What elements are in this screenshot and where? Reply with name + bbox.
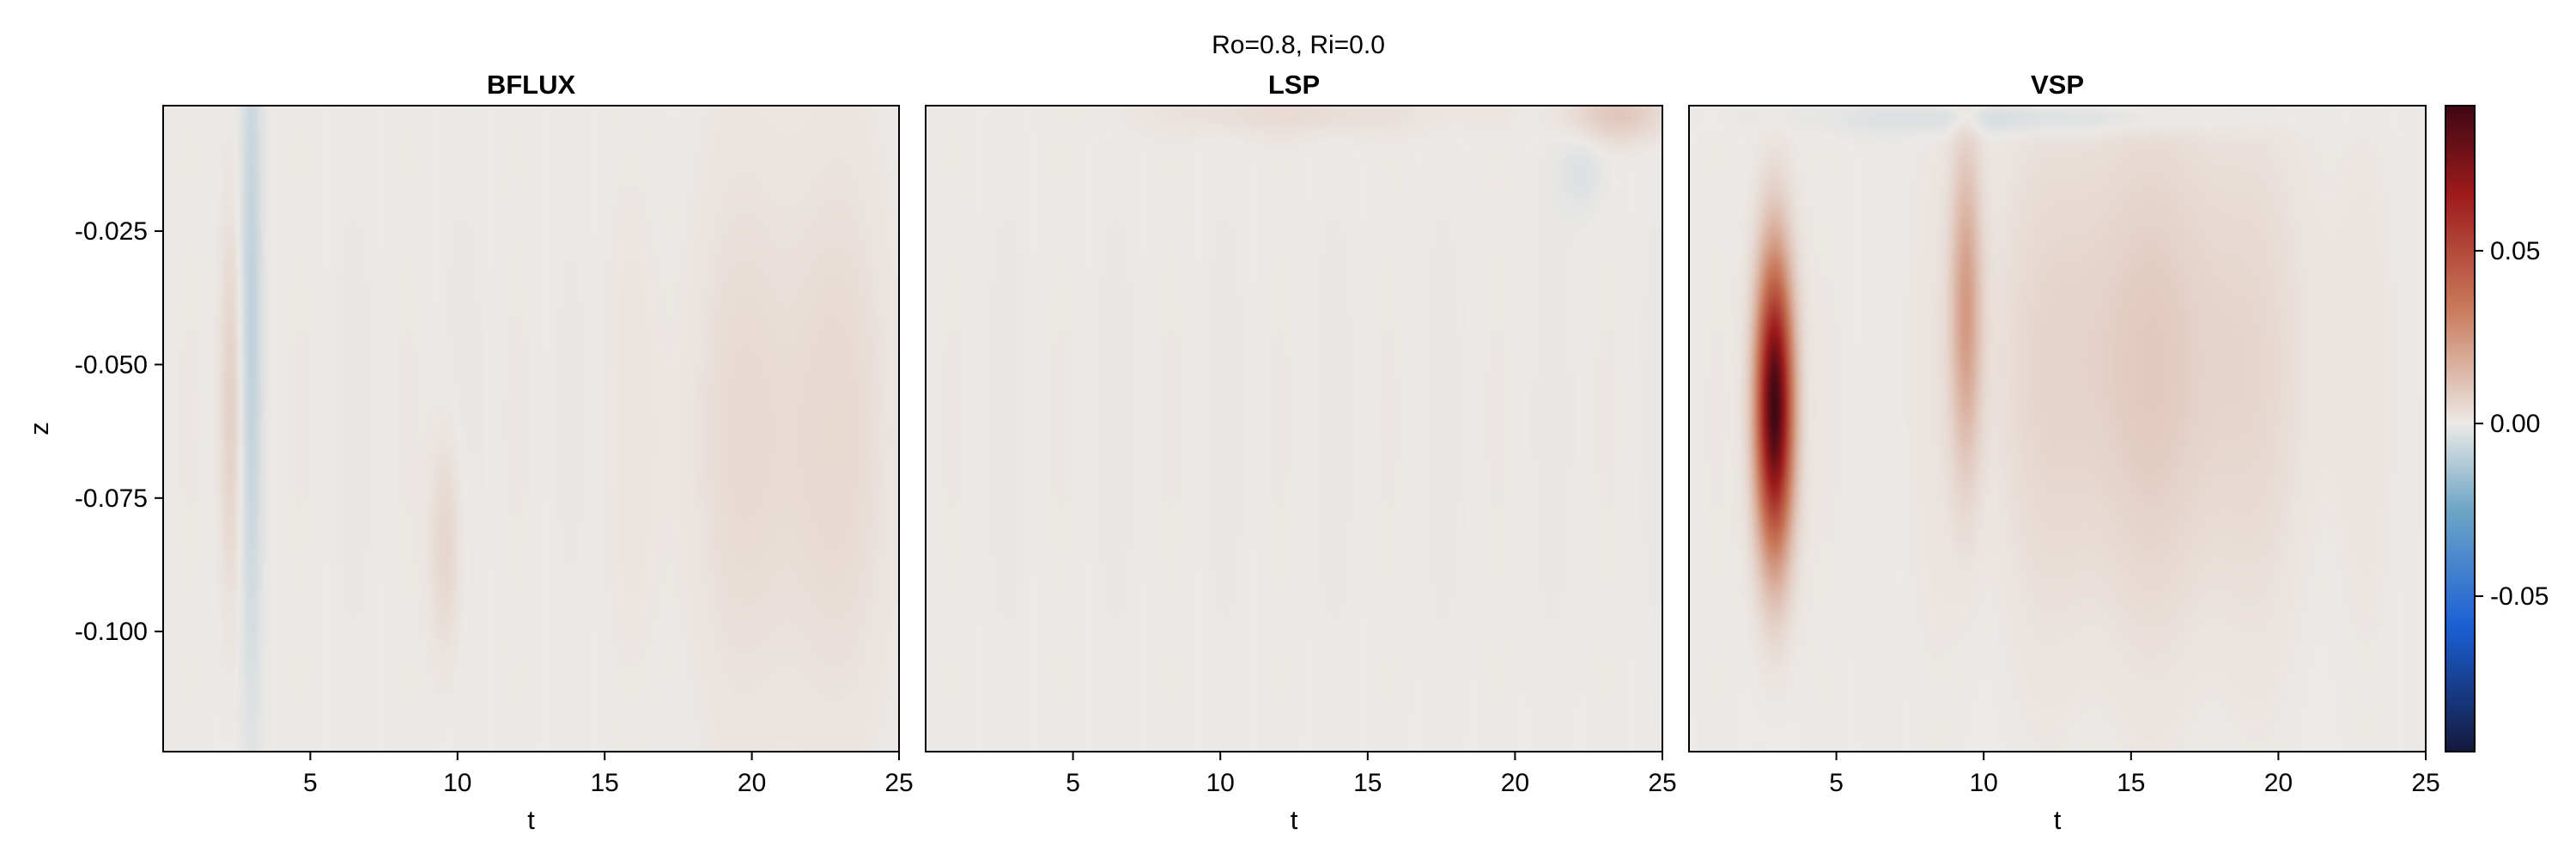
x-tick-label: 25 — [2411, 769, 2439, 797]
y-axis-label: z — [24, 422, 54, 436]
plot-frame — [1688, 105, 2427, 752]
x-tick-label: 25 — [884, 769, 913, 797]
x-axis-label: t — [527, 805, 535, 835]
plot-frame — [925, 105, 1663, 752]
x-tick-label: 10 — [1970, 769, 1998, 797]
x-tick-label: 20 — [2264, 769, 2293, 797]
y-tick-label: -0.100 — [75, 618, 148, 646]
x-tick-label: 15 — [1353, 769, 1382, 797]
x-tick-label: 25 — [1648, 769, 1676, 797]
colorbar-tick-label: -0.05 — [2490, 582, 2549, 611]
x-tick-label: 5 — [1829, 769, 1844, 797]
plot-frame — [162, 105, 900, 752]
panel-title: LSP — [1268, 70, 1320, 100]
colorbar: -0.05 0.00 0.05 — [2445, 105, 2549, 752]
panel-vsp: VSP 5 10 15 20 25 t — [1688, 70, 2440, 835]
panel-lsp: LSP 5 10 15 20 25 t — [925, 70, 1677, 835]
panel-title: BFLUX — [487, 70, 576, 100]
figure-title: Ro=0.8, Ri=0.0 — [1212, 31, 1385, 59]
x-tick-label: 20 — [738, 769, 766, 797]
panel-title: VSP — [2031, 70, 2084, 100]
x-axis-label: t — [2054, 805, 2062, 835]
y-tick-label: -0.075 — [75, 484, 148, 513]
colorbar-tick-label: 0.05 — [2490, 237, 2540, 265]
panel-bflux: BFLUX 5 10 15 20 25 t -0.025 -0.050 -0.075 -0.100 z — [24, 70, 914, 835]
x-tick-label: 15 — [2117, 769, 2145, 797]
panels: BFLUX 5 10 15 20 25 t -0.025 -0.050 -0.075 -0.100 z… — [24, 70, 2440, 835]
colorbar-gradient — [2445, 105, 2476, 752]
heatmap-field — [163, 106, 899, 752]
x-tick-label: 10 — [1206, 769, 1235, 797]
heatmap-field — [1689, 106, 2426, 752]
x-tick-label: 10 — [443, 769, 471, 797]
heatmap-field — [926, 106, 1662, 752]
x-tick-label: 20 — [1501, 769, 1529, 797]
colorbar-tick-label: 0.00 — [2490, 410, 2540, 438]
colorbar-ticks: -0.05 0.00 0.05 — [2475, 237, 2549, 611]
x-tick-label: 5 — [303, 769, 318, 797]
y-tick-label: -0.025 — [75, 217, 148, 246]
x-tick-label: 15 — [591, 769, 619, 797]
x-tick-label: 5 — [1066, 769, 1080, 797]
y-tick-label: -0.050 — [75, 350, 148, 379]
x-axis-label: t — [1291, 805, 1298, 835]
